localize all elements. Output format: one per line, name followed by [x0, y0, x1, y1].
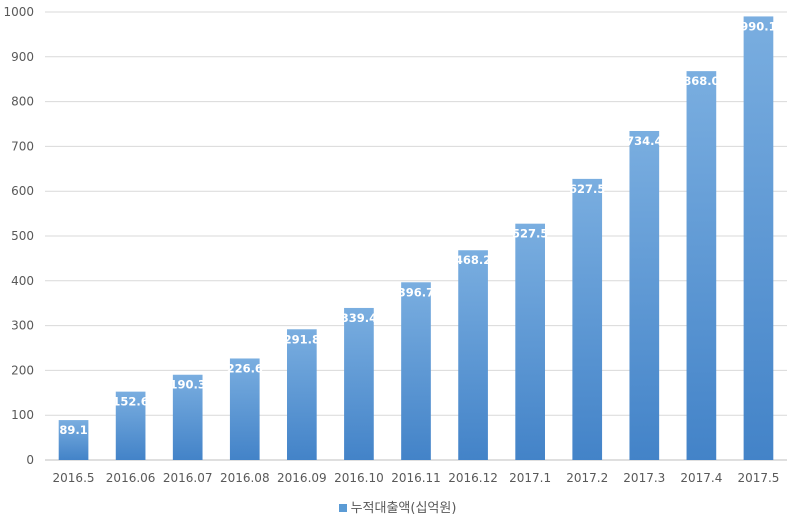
data-label: 291.8	[284, 332, 320, 346]
x-tick-label: 2016.07	[163, 471, 213, 485]
bar	[115, 391, 146, 460]
bar	[743, 16, 774, 460]
y-tick-label: 600	[11, 184, 34, 198]
bar	[172, 374, 203, 460]
y-tick-label: 700	[11, 139, 34, 153]
bar	[515, 223, 545, 460]
bar	[629, 130, 660, 460]
y-axis-ticks: 0 100 200 300 400 500 600 700 800 900 1000	[3, 5, 34, 467]
x-tick-label: 2016.06	[106, 471, 156, 485]
data-labels: 89.1 152.6 190.3 226.6 291.8 339.4 396.7 468.2 5…	[59, 19, 776, 437]
data-label: 89.1	[59, 423, 87, 437]
data-label: 868.0	[683, 74, 719, 88]
x-tick-label: 2016.12	[448, 471, 498, 485]
data-label: 396.7	[398, 285, 434, 299]
x-tick-label: 2016.5	[53, 471, 95, 485]
data-label: 527.5	[512, 227, 548, 241]
bar	[58, 420, 89, 460]
x-tick-label: 2017.1	[509, 471, 551, 485]
y-tick-label: 200	[11, 363, 34, 377]
y-tick-label: 1000	[3, 5, 34, 19]
data-label: 226.6	[227, 361, 263, 375]
bar	[401, 282, 431, 460]
bar-series	[58, 16, 774, 461]
legend: 누적대출액(십억원)	[0, 497, 795, 516]
gridlines	[45, 11, 787, 461]
y-tick-label: 800	[11, 95, 34, 109]
y-tick-label: 500	[11, 229, 34, 243]
legend-swatch	[338, 503, 347, 512]
data-label: 734.4	[626, 134, 662, 148]
x-tick-label: 2016.09	[277, 471, 327, 485]
bar	[229, 358, 260, 460]
y-tick-label: 400	[11, 274, 34, 288]
bar-chart: 0 100 200 300 400 500 600 700 800 900 1000 89.1 152…	[3, 5, 787, 485]
data-label: 190.3	[169, 378, 205, 392]
y-tick-label: 0	[26, 453, 34, 467]
x-tick-label: 2016.08	[220, 471, 270, 485]
x-axis-ticks: 2016.5 2016.06 2016.07 2016.08 2016.09 2016.1…	[53, 471, 780, 485]
bar	[287, 329, 317, 460]
x-tick-label: 2017.5	[737, 471, 779, 485]
data-label: 339.4	[341, 311, 377, 325]
data-label: 152.6	[112, 395, 148, 409]
data-label: 990.1	[740, 19, 776, 33]
x-tick-label: 2017.4	[680, 471, 722, 485]
x-tick-label: 2017.3	[623, 471, 665, 485]
data-label: 627.5	[569, 182, 605, 196]
y-tick-label: 100	[11, 408, 34, 422]
bar	[344, 307, 374, 460]
x-tick-label: 2016.11	[391, 471, 441, 485]
data-label: 468.2	[455, 253, 491, 267]
bar	[458, 250, 488, 460]
y-tick-label: 900	[11, 50, 34, 64]
bar	[686, 71, 717, 461]
bar	[572, 178, 603, 460]
x-tick-label: 2016.10	[334, 471, 384, 485]
legend-label: 누적대출액(십억원)	[350, 501, 457, 516]
x-tick-label: 2017.2	[566, 471, 608, 485]
y-tick-label: 300	[11, 319, 34, 333]
